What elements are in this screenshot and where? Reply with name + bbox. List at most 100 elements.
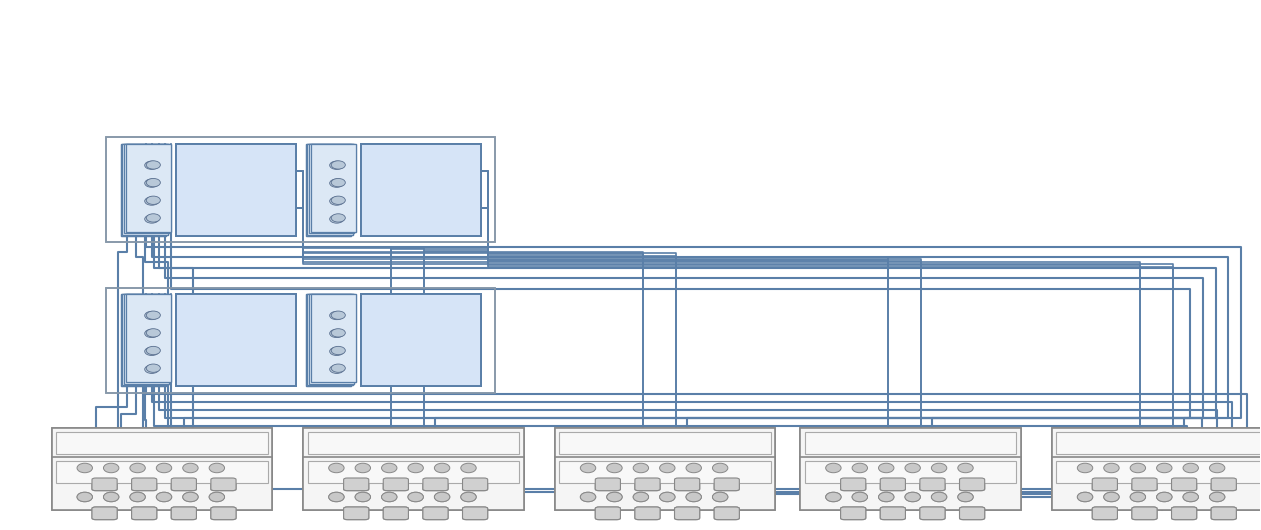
Ellipse shape [356, 492, 371, 502]
Ellipse shape [852, 492, 868, 502]
FancyBboxPatch shape [92, 507, 117, 519]
Ellipse shape [144, 180, 158, 188]
FancyBboxPatch shape [1132, 478, 1158, 491]
Ellipse shape [145, 179, 159, 187]
Ellipse shape [103, 463, 119, 473]
FancyBboxPatch shape [121, 294, 166, 386]
Ellipse shape [183, 492, 198, 502]
Ellipse shape [1103, 492, 1120, 502]
FancyBboxPatch shape [1171, 478, 1197, 491]
Ellipse shape [77, 463, 92, 473]
Ellipse shape [146, 214, 160, 222]
FancyBboxPatch shape [304, 428, 523, 481]
Ellipse shape [607, 492, 622, 502]
Ellipse shape [932, 492, 947, 502]
Ellipse shape [141, 330, 155, 339]
FancyBboxPatch shape [880, 507, 905, 519]
Ellipse shape [141, 349, 155, 357]
Ellipse shape [327, 217, 340, 225]
Ellipse shape [1130, 463, 1145, 473]
Ellipse shape [103, 492, 119, 502]
FancyBboxPatch shape [675, 478, 700, 491]
Ellipse shape [1209, 492, 1224, 502]
Ellipse shape [146, 161, 160, 169]
Ellipse shape [607, 463, 622, 473]
Ellipse shape [141, 367, 155, 376]
FancyBboxPatch shape [383, 507, 409, 519]
Ellipse shape [329, 329, 344, 338]
Ellipse shape [327, 349, 340, 357]
Ellipse shape [1209, 463, 1224, 473]
Ellipse shape [409, 463, 424, 473]
FancyBboxPatch shape [1092, 478, 1117, 491]
Ellipse shape [327, 162, 340, 170]
Ellipse shape [141, 180, 155, 189]
Ellipse shape [434, 463, 450, 473]
Ellipse shape [332, 214, 346, 222]
FancyBboxPatch shape [675, 507, 700, 519]
FancyBboxPatch shape [422, 507, 448, 519]
FancyBboxPatch shape [52, 428, 272, 481]
Ellipse shape [328, 180, 342, 188]
Ellipse shape [712, 492, 728, 502]
Ellipse shape [1156, 463, 1171, 473]
FancyBboxPatch shape [560, 462, 770, 483]
Ellipse shape [852, 463, 868, 473]
Ellipse shape [144, 162, 158, 170]
Ellipse shape [434, 492, 450, 502]
Ellipse shape [146, 329, 160, 337]
Ellipse shape [332, 364, 346, 373]
Ellipse shape [130, 463, 145, 473]
FancyBboxPatch shape [306, 294, 351, 386]
Ellipse shape [852, 492, 868, 502]
FancyBboxPatch shape [306, 144, 351, 236]
Ellipse shape [329, 215, 344, 223]
FancyBboxPatch shape [122, 144, 168, 235]
FancyBboxPatch shape [1092, 507, 1117, 519]
FancyBboxPatch shape [1052, 457, 1261, 510]
Ellipse shape [328, 312, 342, 320]
FancyBboxPatch shape [177, 144, 296, 236]
FancyBboxPatch shape [211, 507, 236, 519]
FancyBboxPatch shape [714, 478, 739, 491]
FancyBboxPatch shape [383, 478, 409, 491]
Ellipse shape [328, 198, 342, 206]
Ellipse shape [1156, 492, 1171, 502]
FancyBboxPatch shape [124, 294, 169, 384]
FancyBboxPatch shape [308, 144, 353, 235]
FancyBboxPatch shape [306, 144, 351, 236]
FancyBboxPatch shape [344, 507, 368, 519]
FancyBboxPatch shape [57, 432, 267, 454]
Ellipse shape [156, 492, 171, 502]
FancyBboxPatch shape [595, 478, 620, 491]
Ellipse shape [328, 162, 342, 170]
Ellipse shape [329, 463, 344, 473]
FancyBboxPatch shape [801, 428, 1020, 481]
Ellipse shape [409, 492, 424, 502]
Ellipse shape [329, 347, 344, 356]
Ellipse shape [141, 217, 155, 225]
FancyBboxPatch shape [714, 478, 739, 491]
Ellipse shape [146, 161, 160, 169]
FancyBboxPatch shape [801, 457, 1020, 510]
FancyBboxPatch shape [634, 478, 660, 491]
FancyBboxPatch shape [52, 457, 272, 510]
FancyBboxPatch shape [919, 507, 944, 519]
FancyBboxPatch shape [126, 144, 171, 232]
Ellipse shape [144, 330, 158, 338]
Ellipse shape [332, 329, 346, 337]
Ellipse shape [633, 463, 648, 473]
FancyBboxPatch shape [1052, 428, 1261, 481]
Ellipse shape [660, 492, 675, 502]
FancyBboxPatch shape [57, 462, 267, 483]
FancyBboxPatch shape [422, 507, 448, 519]
Ellipse shape [329, 197, 344, 205]
FancyBboxPatch shape [422, 478, 448, 491]
Ellipse shape [460, 492, 477, 502]
FancyBboxPatch shape [555, 428, 776, 481]
Ellipse shape [332, 179, 346, 187]
Ellipse shape [146, 179, 160, 187]
Ellipse shape [146, 196, 160, 205]
Ellipse shape [327, 330, 340, 339]
Ellipse shape [329, 311, 344, 320]
